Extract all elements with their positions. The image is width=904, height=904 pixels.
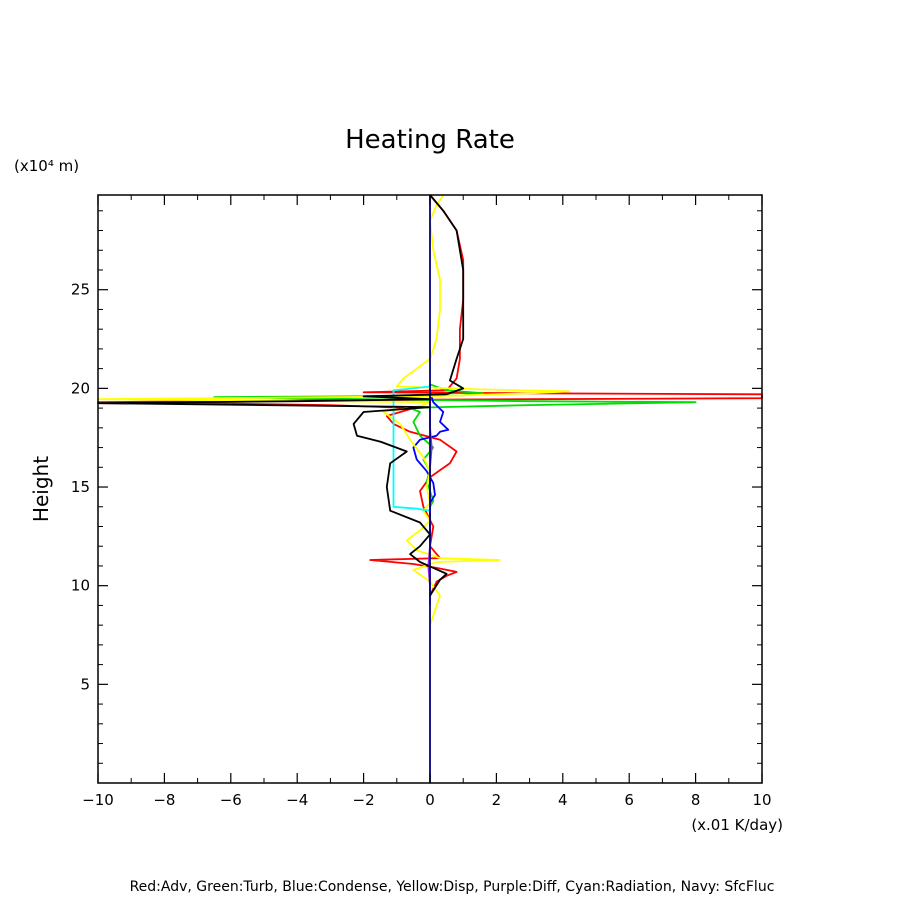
series-layer	[97, 194, 763, 783]
x-tick-label: 0	[425, 791, 435, 809]
legend-text: Red:Adv, Green:Turb, Blue:Condense, Yell…	[130, 879, 775, 895]
x-tick-label: 6	[624, 791, 634, 809]
y-unit-label: (x10⁴ m)	[14, 157, 79, 175]
y-tick-label: 15	[71, 478, 90, 496]
chart-title: Heating Rate	[345, 125, 515, 155]
y-tick-label: 20	[71, 379, 90, 397]
series-line-total	[97, 194, 465, 597]
x-tick-label: −6	[220, 791, 242, 809]
x-tick-label: −2	[353, 791, 375, 809]
plot-frame	[97, 194, 763, 784]
y-axis-label: Height	[29, 456, 53, 522]
x-tick-label: −10	[82, 791, 114, 809]
series-line-radiation	[392, 385, 431, 512]
y-tick-label: 10	[71, 577, 90, 595]
series-line-disp	[97, 194, 571, 626]
x-tick-label: 4	[558, 791, 568, 809]
x-tick-label: 8	[691, 791, 701, 809]
y-tick-label: 25	[71, 281, 90, 299]
series-line-adv	[97, 194, 763, 596]
series-line-turb	[213, 383, 697, 508]
x-tick-label: 10	[752, 791, 771, 809]
x-tick-label: −8	[153, 791, 175, 809]
tick-layer: −10 −8 −6 −4 −2 0 2 4 6 8 10 5 10 15 20 25	[71, 195, 772, 809]
x-tick-label: 2	[492, 791, 502, 809]
series-line-condense	[412, 384, 450, 504]
x-unit-label: (x.01 K/day)	[691, 816, 783, 834]
y-tick-label: 5	[80, 675, 90, 693]
x-tick-label: −4	[286, 791, 308, 809]
